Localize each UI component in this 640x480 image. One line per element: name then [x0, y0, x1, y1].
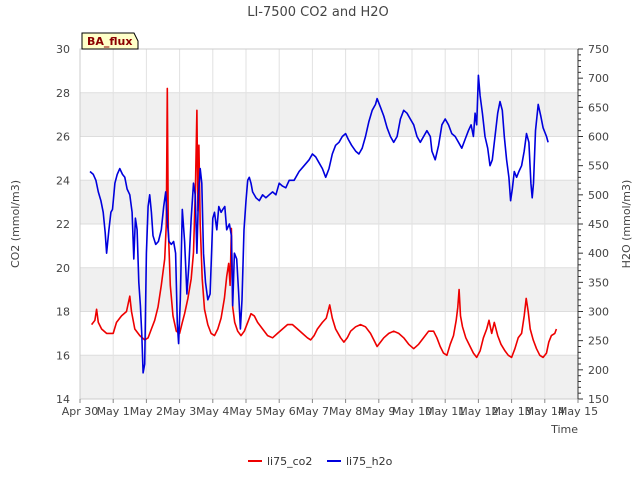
y-left-tick-label: 26 — [56, 131, 70, 144]
y-right-tick-label: 500 — [588, 189, 609, 202]
y-right-tick-label: 700 — [588, 72, 609, 85]
legend-label-co2: li75_co2 — [267, 455, 312, 468]
site-badge-label: BA_flux — [87, 35, 132, 48]
x-tick-label: May 13 — [491, 405, 531, 418]
grid-bands — [80, 48, 578, 400]
y-right-tick-label: 400 — [588, 247, 609, 260]
y-right-tick-label: 650 — [588, 101, 609, 114]
legend-label-h2o: li75_h2o — [346, 455, 393, 468]
y-right-tick-label: 300 — [588, 306, 609, 319]
x-tick-label: May 15 — [558, 405, 598, 418]
x-tick-label: May 11 — [425, 405, 465, 418]
y-right-tick-label: 150 — [588, 393, 609, 406]
y-axis-left-label: CO2 (mmol/m3) — [9, 180, 22, 268]
left-axis: 14 16 18 20 22 24 26 28 30 — [56, 43, 70, 406]
y-left-tick-label: 24 — [56, 174, 70, 187]
legend: li75_co2 li75_h2o — [248, 455, 393, 468]
x-tick-label: May 9 — [362, 405, 395, 418]
y-left-tick-label: 22 — [56, 218, 70, 231]
x-tick-label: May 10 — [392, 405, 432, 418]
x-tick-label: May 8 — [329, 405, 362, 418]
y-left-tick-label: 18 — [56, 306, 70, 319]
grid-band — [80, 92, 578, 137]
y-left-tick-label: 28 — [56, 87, 70, 100]
y-left-tick-label: 30 — [56, 43, 70, 56]
y-left-tick-label: 20 — [56, 262, 70, 275]
series-line-li75_h2o — [89, 74, 549, 374]
x-axis-label: Time — [550, 423, 578, 436]
x-tick-label: May 6 — [263, 405, 296, 418]
series-line-li75_co2 — [90, 87, 558, 359]
x-tick-label: May 4 — [196, 405, 229, 418]
grid-band — [80, 180, 578, 224]
site-badge-box — [81, 32, 139, 50]
x-tick-label: Apr 30 — [62, 405, 99, 418]
y-right-tick-label: 450 — [588, 218, 609, 231]
y-right-tick-label: 350 — [588, 276, 609, 289]
chart-title: LI-7500 CO2 and H2O — [247, 5, 389, 20]
site-badge: BA_flux — [81, 32, 139, 50]
y-left-tick-label: 16 — [56, 349, 70, 362]
grid-band — [80, 355, 578, 399]
x-tick-label: May 7 — [296, 405, 329, 418]
series-layer — [89, 74, 558, 374]
x-tick-label: May 1 — [97, 405, 130, 418]
y-right-tick-label: 200 — [588, 364, 609, 377]
x-tick-label: May 2 — [130, 405, 163, 418]
y-right-tick-label: 600 — [588, 131, 609, 144]
x-tick-label: May 3 — [163, 405, 196, 418]
x-tick-label: May 5 — [229, 405, 262, 418]
y-right-tick-label: 750 — [588, 43, 609, 56]
y-axis-right-label: H2O (mmol/m3) — [620, 180, 633, 269]
x-tick-label: May 12 — [458, 405, 498, 418]
y-right-tick-label: 550 — [588, 160, 609, 173]
x-tick-label: May 14 — [525, 405, 565, 418]
y-left-tick-label: 14 — [56, 393, 70, 406]
right-axis: 150 200 250 300 350 400 450 500 550 600 650 700 750 — [577, 43, 609, 406]
y-right-tick-label: 250 — [588, 335, 609, 348]
